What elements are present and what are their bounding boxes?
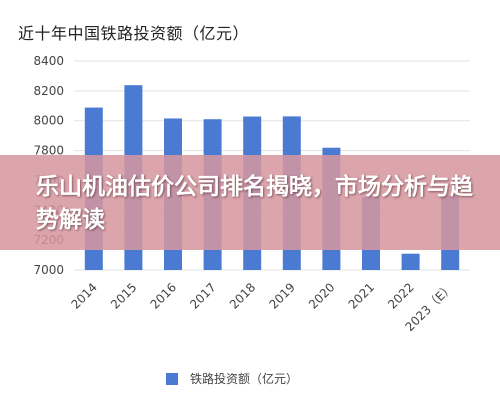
x-tick-label: 2014 xyxy=(68,280,99,311)
chart-title: 近十年中国铁路投资额（亿元） xyxy=(18,24,250,43)
y-tick-label: 8000 xyxy=(33,114,64,128)
headline-banner xyxy=(0,155,500,250)
y-tick-label: 7000 xyxy=(33,263,64,277)
y-tick-label: 8200 xyxy=(33,84,64,98)
chart-legend: 铁路投资额（亿元） xyxy=(166,370,298,387)
legend-label: 铁路投资额（亿元） xyxy=(190,372,299,386)
y-tick-label: 8400 xyxy=(33,54,64,68)
x-tick-label: 2018 xyxy=(227,280,258,311)
x-tick-label: 2015 xyxy=(108,280,139,311)
x-tick-label: 2021 xyxy=(346,280,377,311)
legend-swatch xyxy=(166,372,178,385)
x-tick-label: 2017 xyxy=(187,280,218,311)
x-tick-label: 2016 xyxy=(148,280,179,311)
x-tick-label: 2020 xyxy=(306,280,337,311)
y-tick-label: 7800 xyxy=(33,144,64,158)
headline-text: 乐山机油估价公司排名揭晓，市场分析与趋势解读 xyxy=(36,174,473,233)
x-tick-label: 2022 xyxy=(385,280,416,311)
x-tick-label: 2019 xyxy=(266,280,297,311)
bar xyxy=(401,253,420,270)
